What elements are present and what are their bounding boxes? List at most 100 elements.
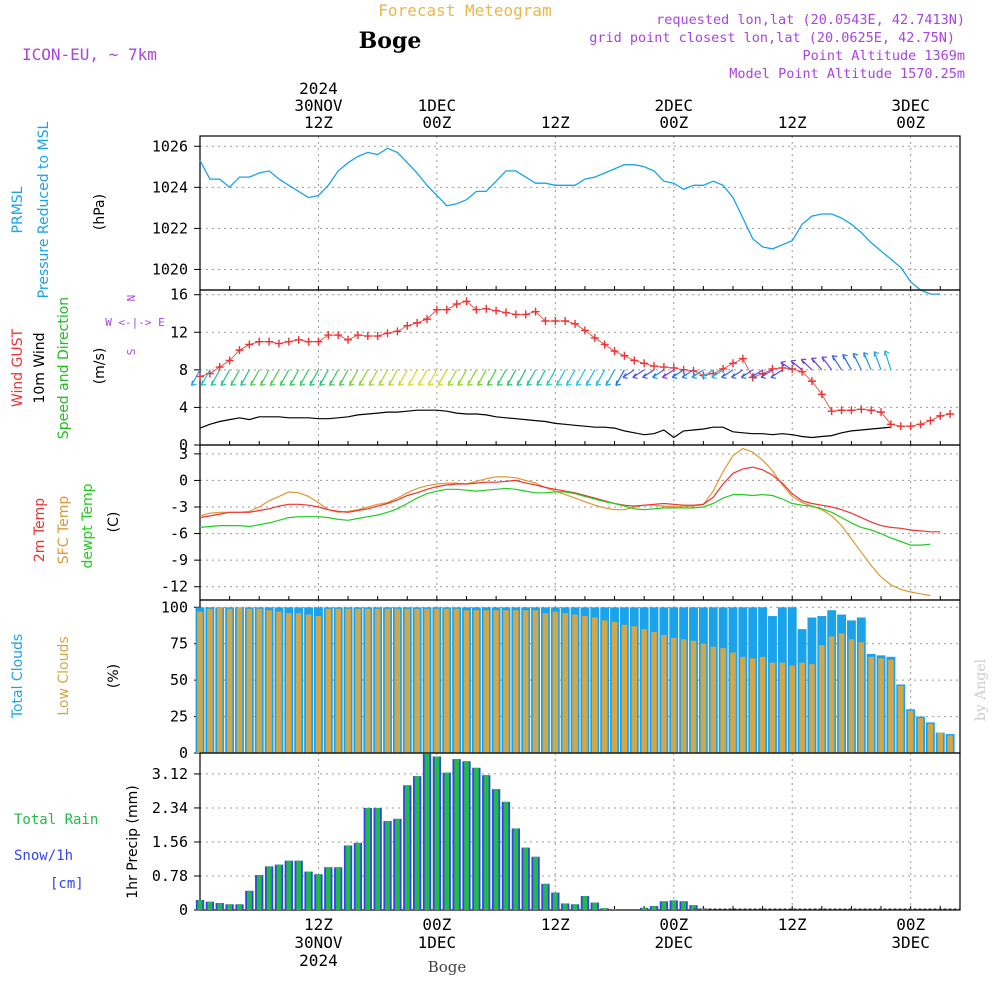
total-clouds-label: Total Clouds bbox=[10, 634, 26, 719]
top-time-label: 3DEC bbox=[891, 96, 930, 115]
wind-gust-marker bbox=[472, 305, 481, 314]
wind-arrow-head bbox=[457, 380, 463, 386]
low-clouds-bar bbox=[374, 608, 381, 753]
wind-gust-marker bbox=[926, 416, 935, 425]
wind-gust-marker bbox=[393, 327, 402, 336]
wind-gust-marker bbox=[571, 319, 580, 328]
precip-bar bbox=[543, 883, 548, 910]
low-clouds-bar bbox=[828, 636, 835, 753]
wind-arrow-head bbox=[269, 380, 276, 386]
y-tick-label: 0 bbox=[179, 436, 188, 454]
bottom-time-label: 12Z bbox=[778, 915, 807, 934]
wind-direction-arrow bbox=[230, 369, 241, 386]
wind-gust-marker bbox=[906, 422, 915, 431]
panel-frame bbox=[199, 752, 961, 911]
y-tick-label: 2.34 bbox=[152, 799, 188, 817]
precip-bar bbox=[375, 807, 381, 910]
panel-frame bbox=[199, 135, 961, 291]
wind-arrow-head bbox=[378, 380, 384, 386]
wind-gust-marker bbox=[916, 420, 925, 429]
low-clouds-bar bbox=[927, 723, 934, 753]
low-clouds-bar bbox=[503, 610, 509, 753]
wind-arrow-head bbox=[477, 380, 483, 386]
wind-gust-marker bbox=[788, 364, 797, 373]
precip-bar bbox=[651, 906, 657, 910]
low-clouds-bar bbox=[868, 656, 874, 753]
low-clouds-bar bbox=[434, 608, 440, 753]
wind-arrow-head bbox=[790, 359, 797, 366]
precip-bar bbox=[483, 775, 489, 910]
wind-arrow-head bbox=[575, 380, 582, 386]
wind-direction-arrow bbox=[595, 369, 606, 386]
wind-arrow-head bbox=[210, 380, 217, 386]
compass-north: N bbox=[125, 295, 138, 302]
low-clouds-bar bbox=[917, 718, 924, 753]
low-clouds-bar bbox=[631, 626, 638, 753]
precip-label: 1hr Precip (mm) bbox=[125, 785, 141, 898]
sfc-temp-line bbox=[199, 447, 931, 597]
wind-arrow-head bbox=[605, 380, 611, 386]
wind-unit: (m/s) bbox=[92, 348, 108, 385]
wind-direction-arrow bbox=[691, 369, 704, 378]
temp-2m-label: 2m Temp bbox=[32, 498, 48, 562]
wind-direction-arrow bbox=[642, 369, 655, 378]
wind-gust-marker bbox=[284, 337, 293, 346]
wind-direction-arrow bbox=[556, 369, 566, 386]
wind-arrow-head bbox=[368, 380, 375, 386]
wind-direction-arrow bbox=[780, 361, 793, 371]
precip-bar bbox=[473, 767, 479, 910]
y-tick-label: 1022 bbox=[152, 219, 188, 237]
precip-bar bbox=[286, 860, 292, 910]
wind-gust-marker bbox=[659, 363, 668, 372]
wind-gust-marker bbox=[886, 420, 895, 429]
wind-arrow-head bbox=[417, 380, 424, 386]
wind-direction-arrow bbox=[852, 353, 862, 371]
wind-arrow-head bbox=[852, 352, 859, 359]
low-clouds-bar bbox=[365, 608, 371, 753]
wind-arrow-head bbox=[230, 380, 236, 386]
precip-bar bbox=[246, 890, 252, 910]
low-clouds-bar bbox=[680, 639, 687, 753]
wind-direction-arrow bbox=[811, 357, 823, 371]
wind-arrow-head bbox=[556, 380, 562, 386]
wind-gust-marker bbox=[610, 347, 619, 356]
wind-direction-arrow bbox=[398, 369, 408, 386]
top-time-label: 2024 bbox=[299, 79, 338, 98]
y-tick-label: 1.56 bbox=[152, 833, 188, 851]
y-tick-label: -12 bbox=[161, 578, 188, 596]
panel-frame bbox=[199, 444, 961, 601]
top-time-label: 00Z bbox=[422, 113, 451, 132]
bottom-time-label: 12Z bbox=[304, 915, 333, 934]
low-clouds-bar bbox=[661, 634, 667, 753]
precip-bar bbox=[197, 899, 203, 910]
wind-gust-marker bbox=[314, 337, 323, 346]
y-tick-label: 0 bbox=[179, 901, 188, 919]
top-time-label: 12Z bbox=[541, 113, 570, 132]
wind-direction-arrow bbox=[741, 369, 754, 378]
dewpt-line bbox=[199, 487, 931, 546]
wind-direction-arrow bbox=[368, 369, 379, 386]
wind-gust-marker bbox=[946, 410, 955, 418]
precip-bar bbox=[582, 896, 588, 910]
temp-unit: (C) bbox=[106, 512, 122, 533]
wind-gust-marker bbox=[344, 335, 353, 344]
wind-direction-arrow bbox=[457, 369, 468, 386]
wind-arrow-head bbox=[398, 380, 404, 386]
bottom-time-label: 2024 bbox=[299, 951, 338, 970]
precip-legend-snow: Snow/1h bbox=[14, 848, 73, 864]
wind-direction-arrow bbox=[701, 369, 714, 378]
top-time-label: 1DEC bbox=[418, 96, 457, 115]
wind-arrow-head bbox=[240, 380, 246, 386]
wind-arrow-head bbox=[279, 380, 286, 386]
low-clouds-bar bbox=[572, 614, 578, 753]
wind-direction-arrow bbox=[289, 369, 300, 386]
wind-gust-marker bbox=[353, 331, 362, 340]
wind-gust-marker bbox=[265, 337, 274, 346]
wind-gust-marker bbox=[501, 308, 510, 317]
wind-direction-arrow bbox=[260, 369, 270, 386]
low-clouds-bar bbox=[848, 639, 855, 753]
temp-2m-line bbox=[199, 466, 941, 533]
low-clouds-label: Low Clouds bbox=[56, 636, 72, 715]
wind-direction-arrow bbox=[220, 369, 231, 386]
precip-bar bbox=[701, 908, 706, 910]
